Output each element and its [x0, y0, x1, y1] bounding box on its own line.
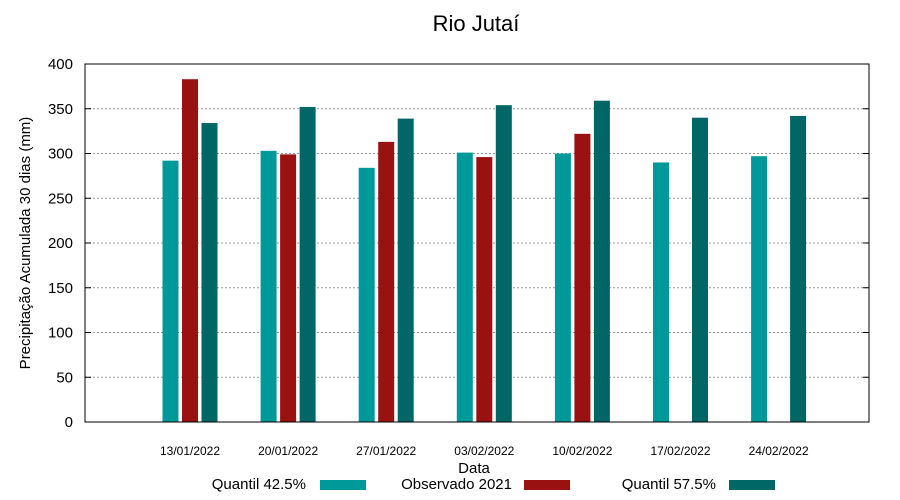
x-tick-label: 27/01/2022 [356, 444, 416, 458]
x-tick-label: 24/02/2022 [749, 444, 809, 458]
legend: Quantil 42.5% Observado 2021 Quantil 57.5% [212, 476, 775, 493]
bar-3-1 [201, 123, 218, 422]
bar-1-2 [260, 150, 277, 422]
y-tick-label: 50 [56, 369, 73, 386]
chart-title: Rio Jutaí [433, 11, 520, 36]
y-tick-label: 350 [48, 101, 73, 118]
y-tick-label: 250 [48, 190, 73, 207]
bar-3-5 [593, 100, 610, 422]
x-tick-label: 13/01/2022 [160, 444, 220, 458]
x-tick-label: 20/01/2022 [258, 444, 318, 458]
bar-2-5 [574, 133, 591, 422]
y-axis-label: Precipitação Acumulada 30 dias (mm) [17, 117, 34, 370]
bar-2-1 [182, 79, 198, 422]
y-tick-label: 200 [48, 235, 73, 252]
y-tick-label: 400 [48, 56, 73, 73]
legend-label: Quantil 57.5% [622, 476, 716, 493]
legend-label: Observado 2021 [401, 476, 512, 493]
bar-1-1 [162, 160, 179, 422]
x-axis-ticks: 13/01/2022 20/01/2022 27/01/2022 03/02/2022… [160, 444, 809, 458]
legend-swatch [729, 480, 775, 490]
legend-swatch [320, 480, 366, 490]
bar-1-4 [456, 152, 473, 423]
legend-swatch [524, 480, 570, 490]
bar-1-7 [751, 156, 768, 422]
y-tick-label: 300 [48, 146, 73, 163]
y-axis-ticks: 0 50 100 150 200 250 300 350 400 [48, 56, 869, 431]
bar-1-6 [653, 162, 669, 422]
bar-3-4 [495, 105, 512, 423]
bars [162, 79, 807, 423]
bar-1-3 [358, 167, 375, 422]
x-tick-label: 03/02/2022 [454, 444, 514, 458]
bar-3-7 [790, 115, 807, 422]
y-tick-label: 0 [65, 414, 73, 431]
y-tick-label: 150 [48, 280, 73, 297]
bar-3-2 [299, 106, 316, 423]
bar-2-3 [378, 141, 395, 423]
bar-1-5 [554, 153, 571, 422]
x-tick-label: 10/02/2022 [552, 444, 612, 458]
x-tick-label: 17/02/2022 [650, 444, 710, 458]
bar-2-2 [280, 154, 297, 422]
bar-3-3 [397, 118, 414, 422]
y-tick-label: 100 [48, 325, 73, 342]
legend-label: Quantil 42.5% [212, 476, 306, 493]
x-axis-label: Data [458, 460, 490, 477]
bar-2-4 [476, 157, 493, 422]
bar-3-6 [692, 117, 708, 422]
